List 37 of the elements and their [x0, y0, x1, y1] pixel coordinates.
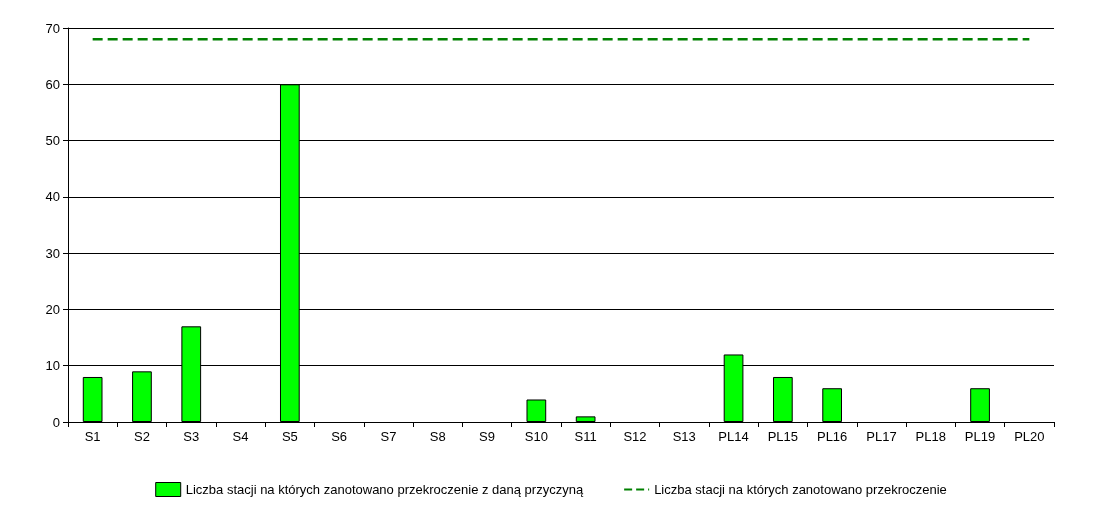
bar — [82, 376, 103, 422]
x-tick-label: S3 — [183, 429, 200, 444]
x-tick-label: S11 — [574, 429, 597, 444]
legend-label: Liczba stacji na których zanotowano przekroczenie — [654, 482, 947, 497]
x-tick-label: S10 — [524, 429, 548, 444]
y-tick-label: 70 — [45, 20, 60, 36]
x-tick-label: PL14 — [718, 429, 749, 444]
x-tick-label: S4 — [232, 429, 249, 444]
y-tick-label: 20 — [45, 301, 60, 317]
x-tick-label: S6 — [331, 429, 348, 444]
y-tick-label: 0 — [52, 414, 60, 430]
x-tick-label: S9 — [479, 429, 495, 444]
bar — [132, 371, 152, 422]
y-tick-label: 10 — [45, 358, 60, 374]
x-tick-label: S13 — [672, 429, 696, 444]
x-tick-label: PL19 — [964, 429, 996, 444]
x-tick-label: PL16 — [816, 429, 848, 444]
bar — [526, 399, 547, 422]
x-tick-label: S12 — [623, 429, 647, 444]
x-tick-label: PL18 — [915, 429, 946, 444]
y-tick-label: 50 — [45, 133, 60, 149]
bar — [772, 376, 793, 422]
x-tick-label: S8 — [429, 429, 446, 444]
bar — [575, 416, 596, 422]
y-tick-label: 40 — [45, 189, 60, 205]
x-tick-label: PL20 — [1014, 429, 1045, 444]
x-tick-label: S1 — [84, 429, 101, 444]
x-tick-label: S2 — [134, 429, 150, 444]
bar — [970, 388, 990, 422]
x-tick-label: PL17 — [866, 429, 897, 444]
x-tick-label: PL15 — [767, 429, 799, 444]
y-tick-label: 60 — [45, 76, 60, 92]
y-tick-label: 30 — [45, 245, 60, 261]
legend-label: Liczba stacji na których zanotowano przekroczenie z daną przyczyną — [185, 482, 584, 497]
x-tick-label: S5 — [281, 429, 298, 444]
bar — [822, 388, 843, 422]
x-tick-label: S7 — [380, 429, 397, 444]
